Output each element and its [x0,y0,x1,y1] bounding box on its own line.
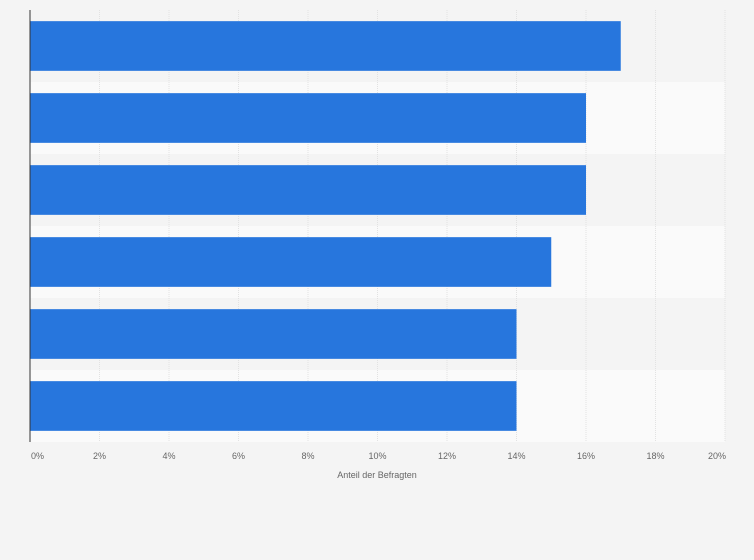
bar[interactable] [30,165,586,215]
bars [30,21,621,431]
x-axis-title: Anteil der Befragten [337,470,417,480]
x-tick-label: 6% [232,451,245,461]
x-tick-label: 0% [31,451,44,461]
bar[interactable] [30,381,517,431]
bar[interactable] [30,21,621,71]
x-tick-label: 8% [301,451,314,461]
bar[interactable] [30,309,517,359]
x-tick-label: 12% [438,451,456,461]
bar[interactable] [30,237,552,287]
x-tick-label: 14% [507,451,525,461]
bar[interactable] [30,93,586,143]
x-tick-label: 10% [368,451,386,461]
x-tick-labels: 0% 2% 4% 6% 8% 10% 12% 14% 16% 18% 20% [31,451,726,461]
x-tick-label: 20% [708,451,726,461]
x-tick-label: 4% [162,451,175,461]
x-tick-label: 18% [646,451,664,461]
gridlines [99,10,726,442]
x-tick-label: 2% [93,451,106,461]
x-tick-label: 16% [577,451,595,461]
